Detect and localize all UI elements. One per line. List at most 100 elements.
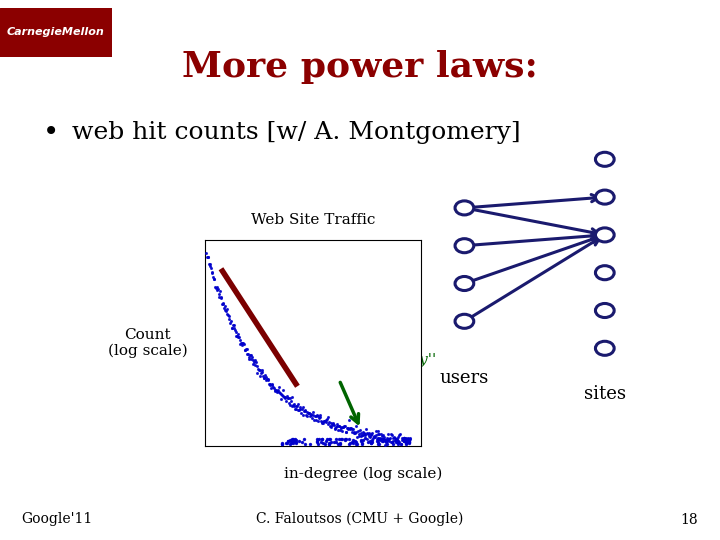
- Point: [376, 435, 387, 443]
- Point: [392, 438, 403, 447]
- Point: [377, 431, 389, 440]
- Point: [277, 391, 289, 400]
- Point: [374, 434, 386, 442]
- Point: [391, 435, 402, 444]
- Point: [379, 433, 390, 442]
- Point: [398, 434, 410, 443]
- Point: [225, 316, 237, 325]
- Point: [339, 436, 351, 444]
- Point: [253, 364, 264, 373]
- Point: [388, 433, 400, 442]
- Point: [382, 440, 393, 449]
- Point: [201, 253, 212, 261]
- Point: [338, 423, 349, 431]
- Point: [269, 387, 280, 396]
- Point: [252, 361, 264, 370]
- Point: [224, 312, 235, 321]
- Point: [292, 405, 304, 414]
- Point: [375, 429, 387, 438]
- Point: [316, 418, 328, 427]
- Point: [281, 439, 292, 448]
- Point: [371, 430, 382, 439]
- Point: [290, 437, 302, 446]
- Point: [331, 420, 343, 428]
- Point: [286, 438, 297, 447]
- Point: [238, 340, 250, 349]
- Point: [402, 434, 414, 442]
- Point: [343, 424, 354, 433]
- Point: [356, 431, 367, 440]
- Point: [294, 405, 305, 414]
- Point: [401, 435, 413, 444]
- Point: [379, 436, 391, 444]
- Point: [348, 428, 360, 436]
- Point: [263, 375, 274, 383]
- Point: [305, 410, 317, 419]
- Point: [240, 346, 251, 354]
- Point: [220, 307, 232, 315]
- Point: [372, 437, 383, 445]
- Point: [299, 407, 310, 415]
- Point: [403, 435, 415, 444]
- Point: [215, 293, 226, 302]
- Text: sites: sites: [584, 385, 626, 403]
- Point: [264, 380, 275, 388]
- Point: [267, 382, 279, 391]
- Point: [356, 435, 367, 444]
- Point: [357, 435, 369, 444]
- Point: [241, 349, 253, 358]
- Point: [228, 321, 239, 330]
- Point: [217, 299, 229, 308]
- Point: [318, 418, 329, 427]
- Point: [207, 268, 218, 277]
- Point: [284, 394, 295, 402]
- Point: [307, 407, 318, 416]
- Point: [402, 437, 413, 446]
- Point: [376, 434, 387, 443]
- Point: [366, 439, 377, 448]
- Point: [221, 309, 233, 318]
- Point: [294, 403, 306, 411]
- Point: [359, 429, 370, 437]
- Point: [286, 436, 297, 444]
- Text: C. Faloutsos (CMU + Google): C. Faloutsos (CMU + Google): [256, 512, 464, 526]
- Point: [312, 412, 324, 421]
- Point: [243, 353, 254, 362]
- Point: [298, 407, 310, 415]
- Point: [317, 418, 328, 427]
- Point: [300, 406, 311, 414]
- Point: [287, 435, 298, 443]
- Point: [373, 439, 384, 448]
- Point: [212, 285, 224, 293]
- Point: [359, 431, 371, 440]
- Point: [400, 439, 412, 448]
- Point: [238, 339, 249, 347]
- Point: [240, 345, 251, 354]
- Point: [260, 373, 271, 382]
- Point: [203, 259, 215, 268]
- Point: [313, 435, 325, 443]
- Point: [276, 391, 288, 400]
- Point: [289, 436, 300, 445]
- Point: [378, 435, 390, 444]
- Point: [334, 439, 346, 448]
- Point: [290, 435, 302, 444]
- Point: [315, 438, 327, 447]
- Text: •: •: [43, 118, 60, 146]
- Point: [392, 440, 404, 448]
- Point: [387, 436, 399, 445]
- Point: [211, 283, 222, 292]
- Point: [318, 438, 329, 447]
- Point: [228, 324, 240, 333]
- Point: [229, 326, 240, 335]
- Point: [276, 439, 288, 448]
- Point: [274, 388, 285, 396]
- Point: [256, 366, 268, 375]
- Point: [325, 437, 337, 446]
- Point: [233, 330, 244, 339]
- Point: [387, 434, 398, 443]
- Point: [330, 423, 342, 431]
- Point: [356, 430, 368, 439]
- Point: [366, 438, 377, 447]
- Point: [343, 435, 355, 443]
